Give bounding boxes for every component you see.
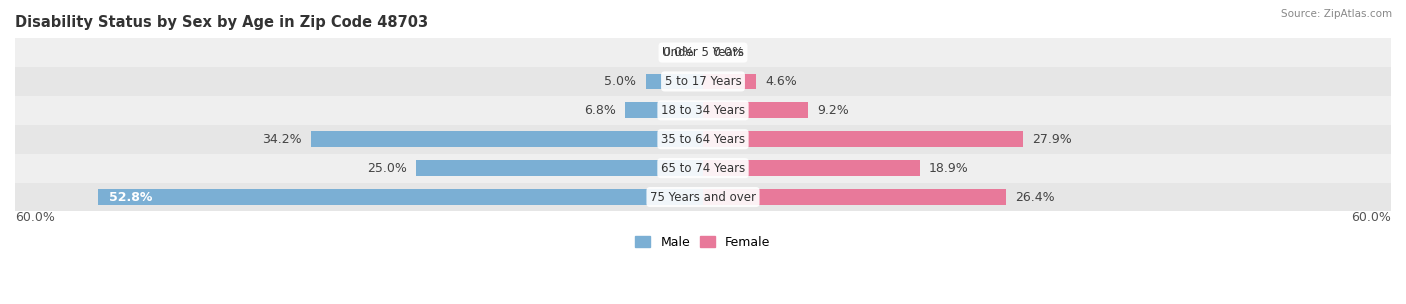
Legend: Male, Female: Male, Female bbox=[630, 231, 776, 254]
Bar bbox=[97, 189, 703, 205]
Text: 18.9%: 18.9% bbox=[929, 162, 969, 174]
Text: 0.0%: 0.0% bbox=[662, 46, 693, 59]
Text: 60.0%: 60.0% bbox=[15, 212, 55, 224]
Text: 65 to 74 Years: 65 to 74 Years bbox=[661, 162, 745, 174]
Text: 5.0%: 5.0% bbox=[605, 75, 637, 88]
Bar bbox=[15, 67, 1391, 96]
Bar bbox=[703, 131, 1024, 147]
Text: 27.9%: 27.9% bbox=[1032, 133, 1071, 146]
Bar bbox=[626, 102, 703, 118]
Text: 9.2%: 9.2% bbox=[818, 104, 849, 117]
Text: 34.2%: 34.2% bbox=[262, 133, 302, 146]
Text: 18 to 34 Years: 18 to 34 Years bbox=[661, 104, 745, 117]
Text: 6.8%: 6.8% bbox=[583, 104, 616, 117]
Bar bbox=[15, 96, 1391, 125]
Text: 26.4%: 26.4% bbox=[1015, 191, 1054, 203]
Text: 52.8%: 52.8% bbox=[110, 191, 152, 203]
Bar bbox=[15, 38, 1391, 67]
Bar bbox=[311, 131, 703, 147]
Bar bbox=[15, 125, 1391, 154]
Text: 4.6%: 4.6% bbox=[765, 75, 797, 88]
Bar bbox=[15, 154, 1391, 183]
Bar bbox=[703, 189, 1005, 205]
Bar bbox=[645, 74, 703, 89]
Bar bbox=[416, 160, 703, 176]
Bar bbox=[703, 74, 756, 89]
Text: 60.0%: 60.0% bbox=[1351, 212, 1391, 224]
Text: 0.0%: 0.0% bbox=[713, 46, 744, 59]
Bar bbox=[703, 160, 920, 176]
Text: 35 to 64 Years: 35 to 64 Years bbox=[661, 133, 745, 146]
Bar bbox=[15, 183, 1391, 212]
Text: Under 5 Years: Under 5 Years bbox=[662, 46, 744, 59]
Text: 25.0%: 25.0% bbox=[367, 162, 408, 174]
Bar bbox=[703, 102, 808, 118]
Text: Disability Status by Sex by Age in Zip Code 48703: Disability Status by Sex by Age in Zip C… bbox=[15, 15, 427, 30]
Text: 5 to 17 Years: 5 to 17 Years bbox=[665, 75, 741, 88]
Text: 75 Years and over: 75 Years and over bbox=[650, 191, 756, 203]
Text: Source: ZipAtlas.com: Source: ZipAtlas.com bbox=[1281, 9, 1392, 19]
